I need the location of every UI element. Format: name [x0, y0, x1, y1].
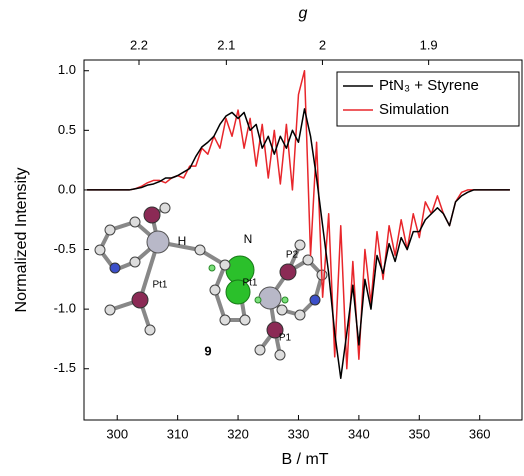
x-tick-label: 330: [288, 426, 310, 441]
inset-label: Pt1: [242, 278, 257, 289]
x2-tick-label: 2.2: [130, 37, 148, 52]
y-tick-label: -1.0: [54, 301, 76, 316]
x-tick-label: 360: [469, 426, 491, 441]
legend-label: Simulation: [379, 101, 449, 118]
y-tick-label: -1.5: [54, 360, 76, 375]
x-tick-label: 320: [227, 426, 249, 441]
inset-label: H: [178, 234, 187, 248]
x2-axis-title: g: [299, 5, 308, 22]
x-tick-label: 310: [167, 426, 189, 441]
x-tick-label: 350: [408, 426, 430, 441]
x-tick-label: 340: [348, 426, 370, 441]
x2-tick-label: 2.1: [217, 37, 235, 52]
inset-label: P2: [286, 250, 299, 261]
legend-label: PtN₃ + Styrene: [379, 77, 479, 94]
x2-tick-label: 2: [319, 37, 326, 52]
inset-label: Pt1: [152, 280, 167, 291]
inset-label: N: [244, 232, 253, 246]
inset-label: 9: [204, 343, 211, 358]
y-tick-label: 0.0: [58, 181, 76, 196]
background: [0, 0, 524, 471]
x-axis-title: B / mT: [281, 451, 328, 468]
x-tick-label: 300: [106, 426, 128, 441]
y-tick-label: 1.0: [58, 62, 76, 77]
y-tick-label: -0.5: [54, 241, 76, 256]
y-tick-label: 0.5: [58, 122, 76, 137]
x2-tick-label: 1.9: [420, 37, 438, 52]
chart: g B / mT Normalized Intensity 300 310 320 3…: [0, 0, 524, 471]
y-axis-title: Normalized Intensity: [13, 168, 30, 313]
inset-label: P1: [279, 333, 292, 344]
